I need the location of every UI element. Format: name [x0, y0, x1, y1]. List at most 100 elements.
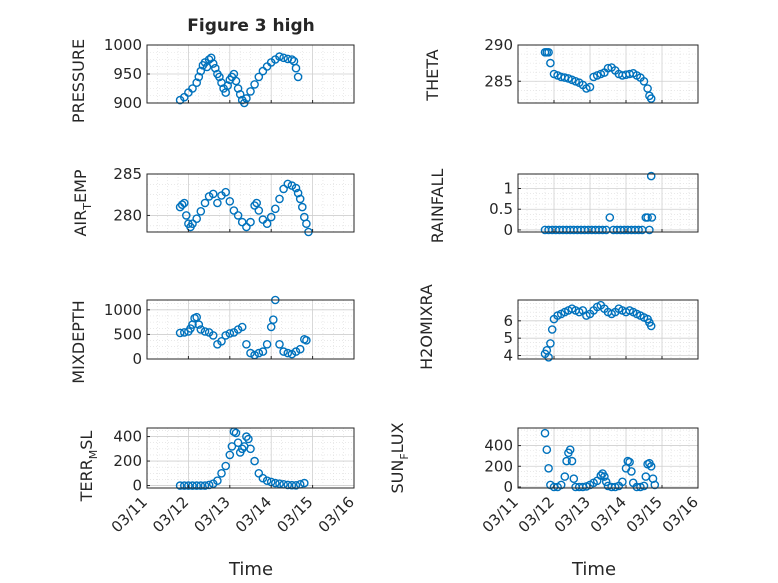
- data-point: [221, 331, 230, 340]
- data-point: [585, 82, 595, 92]
- label-part-sub: T: [81, 203, 94, 211]
- figure-title: Figure 3 high: [187, 16, 315, 36]
- data-point: [213, 198, 222, 208]
- data-point: [258, 473, 268, 483]
- y-ticks: 0 200 400: [113, 428, 150, 495]
- x-axis-label: Time: [571, 559, 616, 580]
- axes-box: [146, 427, 355, 489]
- data-point: [254, 206, 264, 215]
- data-point: [192, 214, 201, 223]
- y-tick-label: 500: [113, 325, 142, 343]
- data-point: [299, 478, 309, 488]
- scatter-points: [175, 52, 303, 108]
- data-point: [266, 212, 276, 222]
- x-tick-label: 03/12: [515, 493, 558, 536]
- data-point: [547, 325, 557, 334]
- data-point: [646, 461, 656, 471]
- data-point: [233, 438, 243, 448]
- data-point: [235, 90, 245, 99]
- data-point: [295, 344, 305, 354]
- data-point: [291, 347, 301, 356]
- data-point: [242, 222, 251, 232]
- x-tick-label: 03/11: [479, 493, 522, 536]
- data-point: [175, 328, 185, 338]
- y-axis-label: TERRMSL: [77, 431, 100, 503]
- x-tick-label: 03/13: [551, 493, 594, 536]
- y-tick-label: 0: [503, 478, 513, 496]
- data-point: [225, 450, 235, 460]
- data-point: [540, 428, 550, 438]
- data-point: [291, 480, 301, 490]
- data-point: [634, 225, 643, 235]
- data-point: [250, 201, 259, 210]
- data-point: [295, 194, 305, 204]
- data-point: [237, 217, 247, 227]
- data-point: [206, 53, 216, 63]
- y-tick-label: 0: [132, 477, 142, 495]
- data-point: [252, 198, 262, 208]
- data-point: [293, 188, 303, 198]
- y-axis-label: MIXDEPTH: [69, 300, 88, 383]
- data-point: [639, 481, 649, 491]
- x-tick-label: 03/16: [315, 493, 358, 536]
- data-point: [560, 472, 570, 481]
- data-point: [200, 481, 210, 490]
- data-point: [237, 444, 247, 454]
- label-part-rest: SL: [77, 431, 96, 450]
- x-tick-label: 03/16: [659, 493, 702, 536]
- data-point: [194, 72, 204, 82]
- y-axis-label: AIRTEMP: [71, 169, 94, 236]
- data-point: [544, 48, 553, 57]
- label-part-base: AIR: [71, 210, 90, 237]
- data-point: [231, 76, 241, 86]
- data-point: [246, 348, 255, 358]
- label-part-sub: M: [87, 450, 100, 460]
- data-point: [217, 336, 226, 346]
- data-point: [647, 213, 657, 222]
- data-point: [297, 202, 307, 212]
- panel-mixdepth: 0 500 1000 MIXDEPTH: [69, 295, 355, 384]
- label-part-rest: LUX: [388, 422, 407, 453]
- data-point: [192, 481, 201, 490]
- data-point: [275, 339, 284, 349]
- axes-box: [146, 173, 355, 233]
- data-point: [242, 94, 251, 103]
- data-point: [221, 187, 230, 197]
- data-point: [231, 428, 241, 438]
- data-point: [237, 322, 247, 332]
- y-tick-label: 6: [503, 312, 513, 330]
- y-tick-label: 280: [113, 206, 142, 224]
- y-ticks: 280 285: [113, 165, 150, 224]
- data-point: [217, 468, 226, 478]
- data-point: [233, 84, 243, 93]
- data-point: [600, 472, 609, 481]
- label-part-base: TERR: [77, 459, 96, 502]
- data-point: [279, 53, 288, 63]
- data-point: [546, 58, 555, 68]
- x-tick-label: 03/12: [149, 493, 192, 536]
- data-point: [225, 196, 235, 206]
- y-tick-label: 1: [503, 180, 513, 198]
- data-point: [643, 213, 652, 222]
- data-point: [250, 80, 259, 89]
- data-point: [293, 72, 303, 82]
- data-point: [646, 321, 656, 331]
- axes-box: [146, 299, 355, 360]
- data-point: [192, 78, 201, 87]
- data-point: [625, 457, 634, 467]
- data-point: [194, 320, 204, 329]
- panel-h2omixra: 456 H2OMIXRA: [417, 284, 699, 370]
- y-axis-label: PRESSURE: [69, 39, 88, 123]
- scatter-points: [540, 428, 660, 492]
- data-point: [291, 63, 301, 73]
- data-point: [200, 327, 210, 336]
- data-point: [542, 445, 552, 455]
- data-point: [196, 481, 206, 490]
- data-point: [246, 217, 255, 227]
- y-ticks: 285 290: [484, 36, 521, 90]
- y-axis-label: THETA: [423, 49, 442, 101]
- data-point: [196, 206, 206, 216]
- data-point: [250, 456, 259, 466]
- data-point: [618, 477, 627, 487]
